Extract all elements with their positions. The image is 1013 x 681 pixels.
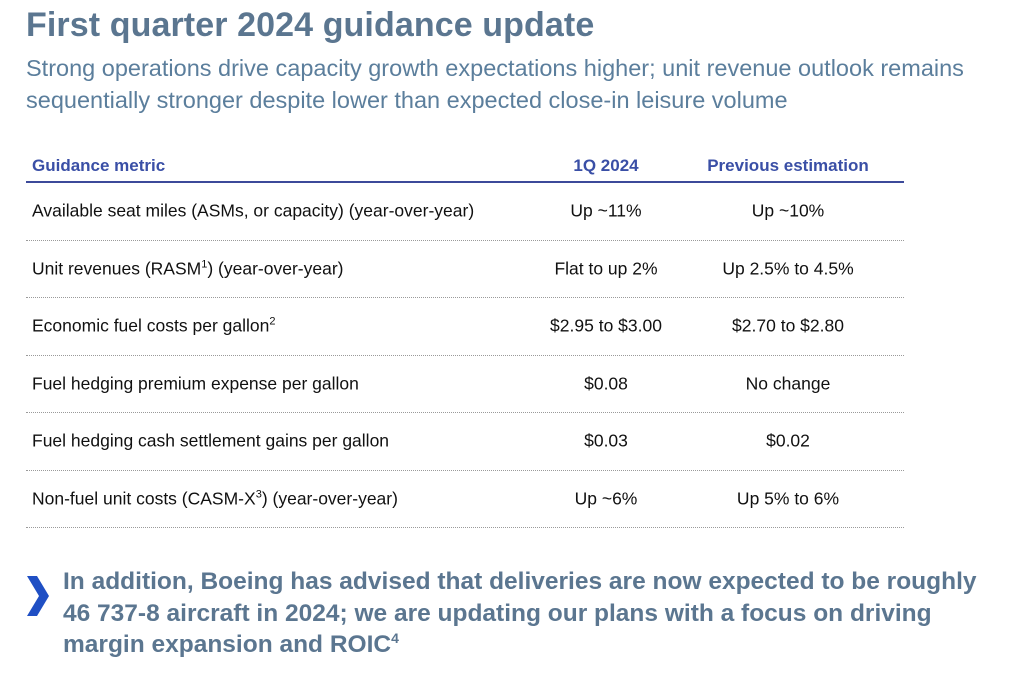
row-previous-value: $2.70 to $2.80 — [732, 315, 844, 336]
row-metric: Economic fuel costs per gallon2 — [32, 316, 275, 337]
column-header-metric: Guidance metric — [32, 155, 166, 175]
table-row: Fuel hedging cash settlement gains per g… — [26, 413, 904, 471]
footnote-marker: 2 — [269, 315, 276, 328]
table-row: Available seat miles (ASMs, or capacity)… — [26, 183, 904, 241]
metric-text-suffix: ) (year-over-year) — [207, 258, 344, 279]
table-row: Economic fuel costs per gallon2 $2.95 to… — [26, 298, 904, 356]
footnote-marker: 3 — [255, 488, 262, 501]
footnote-marker: 1 — [201, 258, 208, 271]
table-header: Guidance metric 1Q 2024 Previous estimat… — [26, 150, 904, 183]
metric-text: Available seat miles (ASMs, or capacity)… — [32, 200, 475, 221]
row-1q-value: Flat to up 2% — [554, 258, 658, 279]
metric-text-suffix: ) (year-over-year) — [261, 488, 398, 509]
row-previous-value: Up 5% to 6% — [736, 488, 840, 509]
page-title: First quarter 2024 guidance update — [26, 6, 595, 44]
table-row: Fuel hedging premium expense per gallon … — [26, 356, 904, 413]
callout-body: In addition, Boeing has advised that del… — [63, 568, 977, 658]
table-row: Unit revenues (RASM1) (year-over-year) F… — [26, 241, 904, 298]
row-1q-value: Up ~11% — [570, 200, 642, 221]
metric-text: Non-fuel unit costs (CASM-X — [32, 488, 256, 509]
callout-text: In addition, Boeing has advised that del… — [63, 566, 983, 661]
row-previous-value: $0.02 — [766, 430, 810, 451]
table-row: Non-fuel unit costs (CASM-X3) (year-over… — [26, 471, 904, 528]
row-previous-value: Up 2.5% to 4.5% — [722, 258, 854, 279]
footnote-marker: 4 — [391, 629, 399, 646]
row-metric: Fuel hedging cash settlement gains per g… — [32, 431, 389, 452]
column-header-1q-2024: 1Q 2024 — [573, 155, 639, 175]
row-previous-value: Up ~10% — [751, 200, 825, 221]
row-1q-value: $0.03 — [584, 430, 628, 451]
metric-text: Fuel hedging premium expense per gallon — [32, 373, 359, 394]
row-metric: Unit revenues (RASM1) (year-over-year) — [32, 258, 344, 279]
row-1q-value: $0.08 — [584, 373, 628, 394]
metric-text: Unit revenues (RASM — [32, 258, 202, 279]
row-previous-value: No change — [745, 373, 831, 394]
metric-text: Economic fuel costs per gallon — [32, 315, 270, 336]
chevron-right-icon — [27, 576, 49, 616]
guidance-table: Guidance metric 1Q 2024 Previous estimat… — [26, 150, 904, 528]
row-metric: Available seat miles (ASMs, or capacity)… — [32, 201, 474, 222]
row-metric: Fuel hedging premium expense per gallon — [32, 373, 359, 394]
row-1q-value: Up ~6% — [574, 488, 638, 509]
column-header-previous-estimation: Previous estimation — [707, 155, 869, 175]
row-metric: Non-fuel unit costs (CASM-X3) (year-over… — [32, 488, 398, 509]
metric-text: Fuel hedging cash settlement gains per g… — [32, 430, 390, 451]
page-subtitle: Strong operations drive capacity growth … — [26, 55, 964, 113]
row-1q-value: $2.95 to $3.00 — [550, 315, 662, 336]
